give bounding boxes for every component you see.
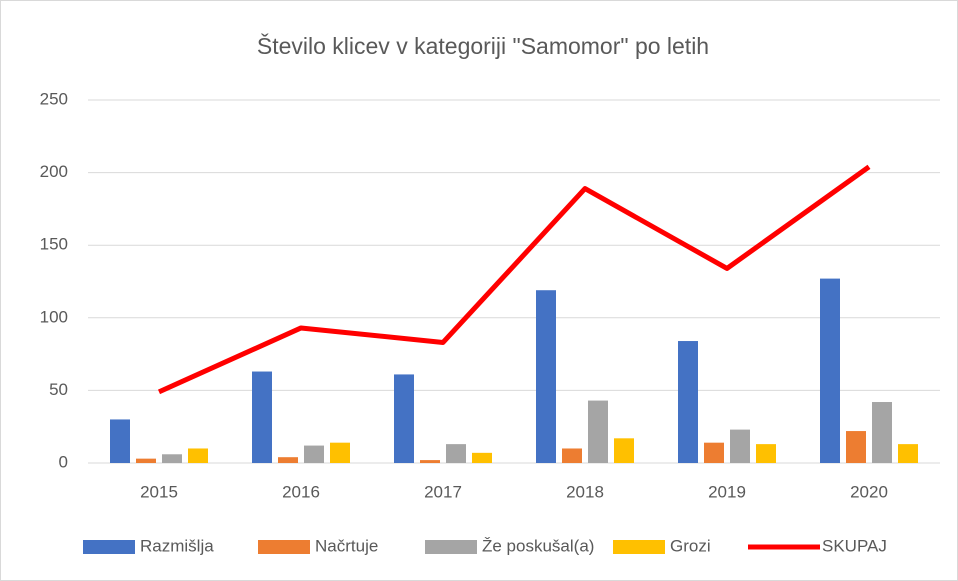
bar <box>188 448 208 463</box>
bar <box>304 445 324 463</box>
legend-label: Načrtuje <box>315 536 378 555</box>
line-series <box>157 164 871 395</box>
legend-label: Grozi <box>670 536 711 555</box>
x-tick-label: 2016 <box>282 482 320 501</box>
legend-swatch <box>613 540 665 554</box>
bar <box>614 438 634 463</box>
x-tick-label: 2015 <box>140 482 178 501</box>
legend-label: Že poskušal(a) <box>482 536 594 555</box>
legend-swatch <box>258 540 310 554</box>
bar <box>472 452 492 463</box>
legend-label: Razmišlja <box>140 536 214 555</box>
bar <box>846 431 866 463</box>
bar <box>162 454 182 463</box>
y-tick-label: 200 <box>40 162 68 181</box>
x-tick-label: 2018 <box>566 482 604 501</box>
bar <box>110 419 130 463</box>
x-tick-label: 2017 <box>424 482 462 501</box>
y-tick-label: 250 <box>40 89 68 108</box>
y-tick-label: 150 <box>40 235 68 254</box>
bar <box>898 444 918 463</box>
y-tick-label: 0 <box>59 452 68 471</box>
chart-title: Število klicev v kategoriji "Samomor" po… <box>257 32 709 59</box>
legend-swatch <box>425 540 477 554</box>
bar <box>446 444 466 463</box>
x-tick-label: 2020 <box>850 482 888 501</box>
bar <box>536 290 556 463</box>
y-tick-label: 100 <box>40 307 68 326</box>
bar <box>136 458 156 463</box>
bar <box>704 442 724 463</box>
bar <box>420 460 440 463</box>
bar <box>872 402 892 463</box>
bar <box>252 371 272 463</box>
bar <box>588 400 608 463</box>
bar <box>678 341 698 463</box>
bar <box>730 429 750 463</box>
y-tick-label: 50 <box>49 380 68 399</box>
bar <box>278 457 298 463</box>
bar <box>562 448 582 463</box>
bar <box>330 442 350 463</box>
bar <box>756 444 776 463</box>
bar <box>820 278 840 463</box>
legend-label: SKUPAJ <box>822 536 887 555</box>
bar <box>394 374 414 463</box>
x-tick-label: 2019 <box>708 482 746 501</box>
legend-swatch <box>83 540 135 554</box>
